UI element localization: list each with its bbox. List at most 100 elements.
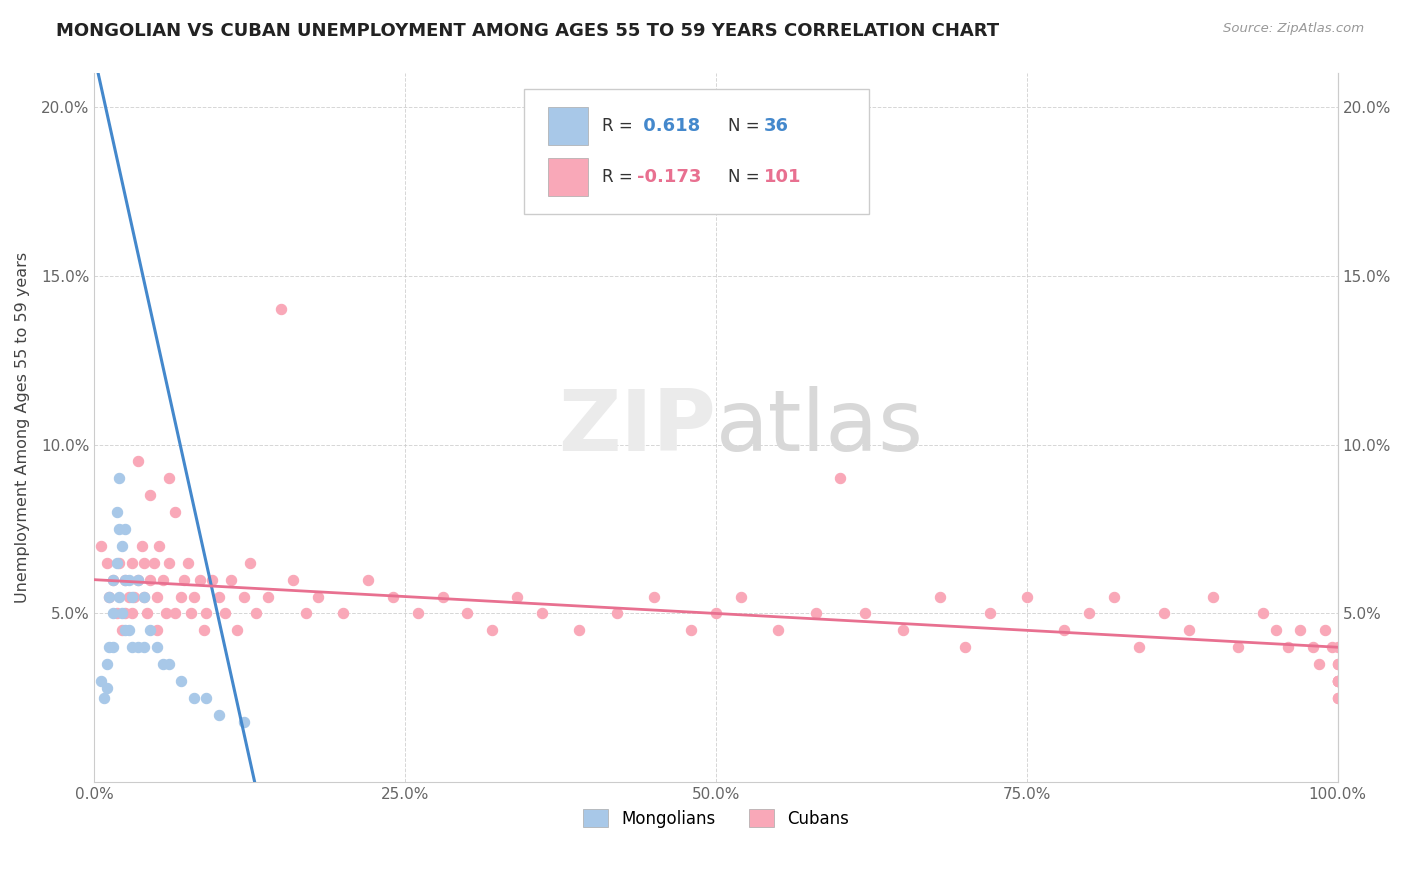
Point — [1326, 673, 1348, 688]
Point — [307, 590, 329, 604]
Point — [381, 590, 404, 604]
Point — [1326, 657, 1348, 672]
Point — [131, 539, 153, 553]
Point — [90, 673, 112, 688]
Point — [232, 714, 254, 729]
Point — [456, 607, 478, 621]
Point — [257, 590, 280, 604]
Point — [93, 690, 115, 705]
Point — [157, 556, 180, 570]
Point — [176, 556, 198, 570]
Point — [132, 556, 155, 570]
Point — [96, 681, 118, 695]
Point — [98, 590, 121, 604]
Point — [891, 624, 914, 638]
Point — [118, 624, 141, 638]
Point — [568, 624, 591, 638]
Point — [643, 590, 665, 604]
Point — [108, 556, 131, 570]
Point — [226, 624, 249, 638]
Point — [1326, 690, 1348, 705]
Point — [108, 522, 131, 536]
Point — [127, 573, 149, 587]
Point — [239, 556, 262, 570]
Point — [121, 607, 143, 621]
Text: N =: N = — [728, 117, 765, 135]
Point — [155, 607, 177, 621]
Text: -0.173: -0.173 — [637, 169, 702, 186]
Point — [121, 556, 143, 570]
Point — [188, 573, 211, 587]
Point — [1202, 590, 1225, 604]
Point — [108, 471, 131, 485]
Point — [1326, 673, 1348, 688]
Point — [118, 573, 141, 587]
Text: atlas: atlas — [716, 386, 924, 469]
Point — [1326, 640, 1348, 655]
Point — [768, 624, 790, 638]
Point — [1326, 690, 1348, 705]
Point — [1264, 624, 1286, 638]
Point — [1177, 624, 1199, 638]
Point — [1308, 657, 1330, 672]
Point — [121, 640, 143, 655]
Point — [173, 573, 195, 587]
Point — [830, 471, 852, 485]
Point — [111, 624, 134, 638]
Point — [979, 607, 1001, 621]
Point — [114, 607, 136, 621]
Point — [127, 640, 149, 655]
Point — [1326, 673, 1348, 688]
Point — [481, 624, 503, 638]
Point — [127, 573, 149, 587]
Point — [170, 673, 193, 688]
Point — [506, 590, 529, 604]
Point — [953, 640, 976, 655]
Point — [1320, 640, 1343, 655]
Text: 101: 101 — [763, 169, 801, 186]
Point — [1302, 640, 1324, 655]
Point — [270, 302, 292, 317]
Text: 36: 36 — [763, 117, 789, 135]
Point — [195, 690, 218, 705]
Point — [108, 590, 131, 604]
Point — [145, 624, 167, 638]
Point — [183, 690, 205, 705]
Point — [98, 590, 121, 604]
Point — [145, 590, 167, 604]
Point — [1277, 640, 1299, 655]
Point — [132, 640, 155, 655]
Legend: Mongolians, Cubans: Mongolians, Cubans — [576, 803, 856, 834]
Text: 0.618: 0.618 — [637, 117, 700, 135]
Point — [165, 505, 187, 519]
Point — [730, 590, 752, 604]
Point — [98, 640, 121, 655]
Point — [704, 607, 727, 621]
Point — [114, 573, 136, 587]
Point — [853, 607, 876, 621]
Point — [1289, 624, 1312, 638]
Point — [606, 607, 628, 621]
Point — [127, 454, 149, 468]
Text: ZIP: ZIP — [558, 386, 716, 469]
Point — [157, 657, 180, 672]
Point — [332, 607, 354, 621]
Point — [114, 522, 136, 536]
Point — [152, 657, 174, 672]
Point — [121, 590, 143, 604]
Point — [681, 624, 703, 638]
Point — [208, 590, 231, 604]
Point — [96, 657, 118, 672]
Point — [157, 471, 180, 485]
Point — [432, 590, 454, 604]
Point — [105, 505, 128, 519]
Point — [148, 539, 170, 553]
Point — [105, 607, 128, 621]
Point — [139, 488, 162, 502]
Point — [1326, 673, 1348, 688]
Point — [135, 607, 157, 621]
Point — [183, 590, 205, 604]
Text: MONGOLIAN VS CUBAN UNEMPLOYMENT AMONG AGES 55 TO 59 YEARS CORRELATION CHART: MONGOLIAN VS CUBAN UNEMPLOYMENT AMONG AG… — [56, 22, 1000, 40]
Point — [294, 607, 316, 621]
Point — [114, 624, 136, 638]
